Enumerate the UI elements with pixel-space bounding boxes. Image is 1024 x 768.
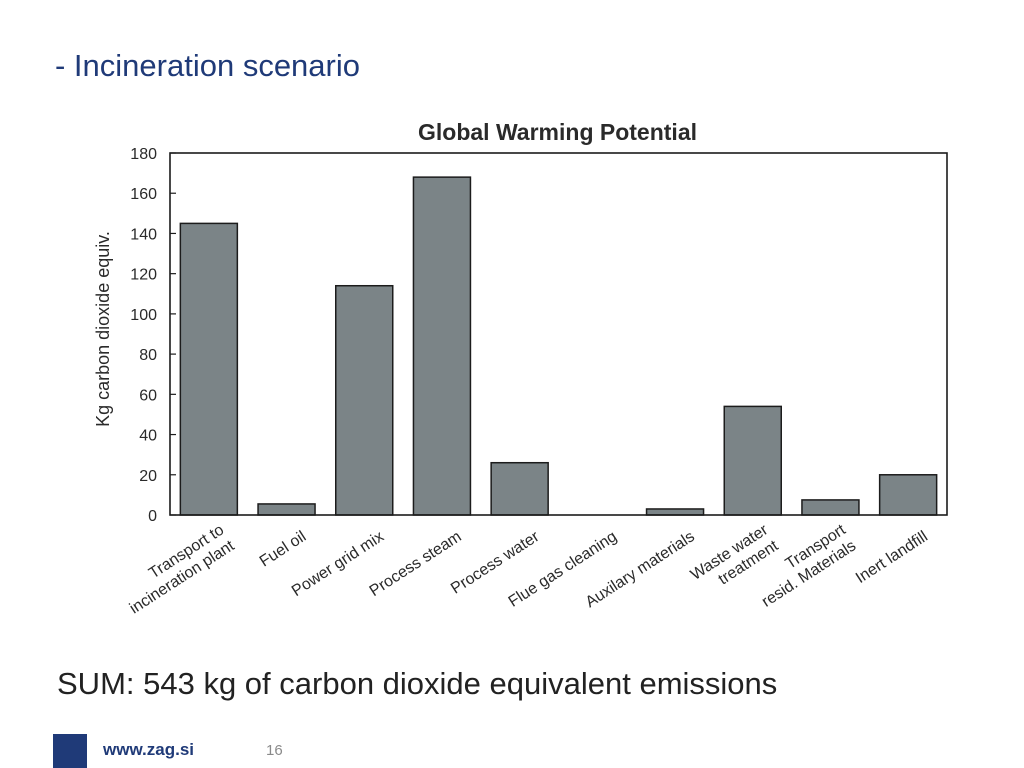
x-tick-label-line: Inert landfill xyxy=(853,528,931,587)
y-tick-label: 120 xyxy=(130,267,157,284)
x-tick-label-line: Fuel oil xyxy=(257,528,310,570)
zag-logo-square xyxy=(53,734,87,768)
bar xyxy=(335,284,394,516)
y-tick-label: 180 xyxy=(130,146,157,163)
bar xyxy=(645,508,705,516)
footer-url[interactable]: www.zag.si xyxy=(103,740,195,759)
bar xyxy=(412,176,472,516)
bar xyxy=(723,405,782,516)
bar xyxy=(801,499,860,516)
x-tick-label: Transport toincineration plant xyxy=(116,521,238,617)
bar xyxy=(878,474,938,516)
bar xyxy=(257,503,316,516)
y-tick-label: 160 xyxy=(130,186,157,203)
y-tick-label: 20 xyxy=(139,468,157,485)
bar xyxy=(179,222,239,516)
bar xyxy=(490,461,549,516)
y-tick-label: 140 xyxy=(130,226,157,243)
y-tick-label: 0 xyxy=(148,508,157,525)
plot-frame xyxy=(169,152,948,516)
chart-title: Global Warming Potential xyxy=(418,119,697,145)
y-axis-label: Kg carbon dioxide equiv. xyxy=(93,231,113,427)
x-tick-label: Waste watertreatment xyxy=(688,521,782,600)
bar-chart: Global Warming Potential Kg carbon dioxid… xyxy=(93,119,948,618)
slide-title: - Incineration scenario xyxy=(55,48,360,83)
y-tick-label: 40 xyxy=(139,428,157,445)
y-tick-label: 80 xyxy=(139,347,157,364)
x-tick-label: Inert landfill xyxy=(853,528,931,587)
y-tick-label: 60 xyxy=(139,387,157,404)
page-number: 16 xyxy=(266,742,283,759)
sum-text: SUM: 543 kg of carbon dioxide equivalent… xyxy=(57,666,778,701)
x-tick-label: Fuel oil xyxy=(257,528,310,570)
y-tick-label: 100 xyxy=(130,307,157,324)
